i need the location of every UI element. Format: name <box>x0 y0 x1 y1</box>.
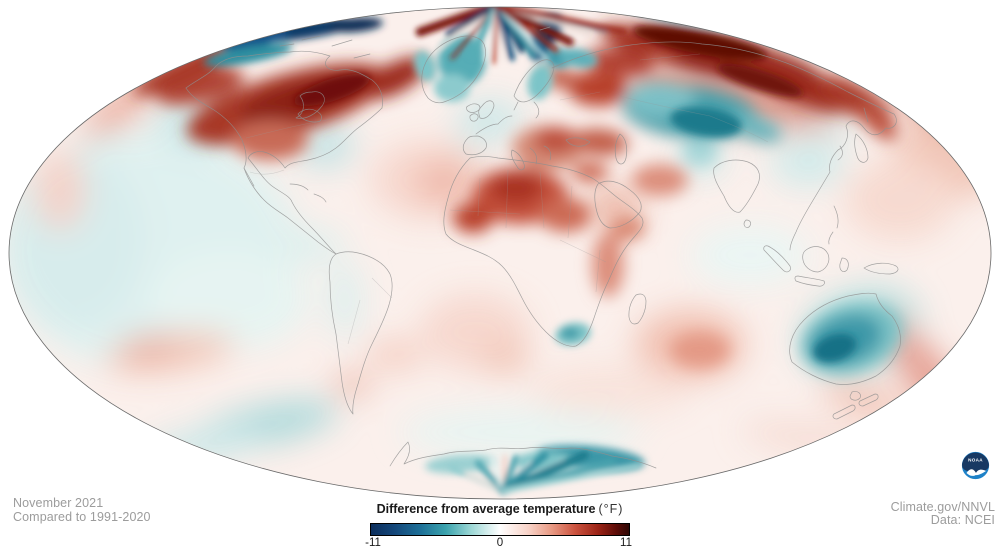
tick-mid: 0 <box>496 537 504 549</box>
south-pole-fan <box>449 451 641 495</box>
tick-max: 11 <box>620 537 632 549</box>
country-borders <box>245 53 769 345</box>
colorbar <box>370 523 630 536</box>
seagull-icon <box>966 469 986 476</box>
colorbar-ticks: -11 0 11 <box>365 537 632 551</box>
north-pole-fan <box>415 7 627 64</box>
coastlines <box>185 26 901 469</box>
legend: Difference from average temperature (°F) … <box>365 502 632 552</box>
noaa-logo-text: NOAA <box>968 457 983 462</box>
noaa-logo-sky <box>962 452 989 473</box>
credit-label: Climate.gov/NNVL Data: NCEI <box>891 501 995 527</box>
noaa-logo: NOAA <box>961 451 990 480</box>
tick-min: -11 <box>365 537 381 549</box>
legend-title-text: Difference from average temperature <box>376 502 596 516</box>
credit-data: Data: NCEI <box>930 513 995 527</box>
legend-title: Difference from average temperature (°F) <box>377 502 624 516</box>
period-label: November 2021 <box>13 496 104 510</box>
credit-source: Climate.gov/NNVL <box>890 500 995 514</box>
legend-unit: (°F) <box>598 502 624 516</box>
anomaly-raster <box>9 7 991 499</box>
baseline-label: Compared to 1991-2020 <box>13 509 151 524</box>
globe-outline <box>8 6 992 500</box>
date-label: November 2021 Compared to 1991-2020 <box>13 496 151 524</box>
